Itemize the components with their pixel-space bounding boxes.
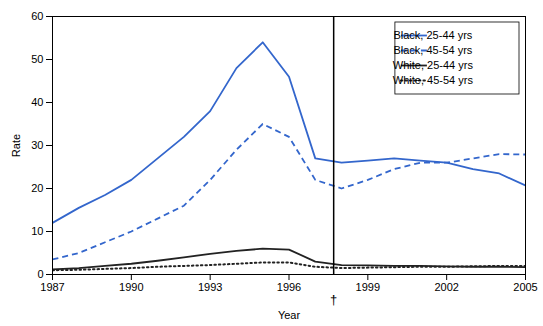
svg-text:10: 10 bbox=[31, 225, 43, 237]
svg-text:2002: 2002 bbox=[434, 281, 458, 293]
svg-text:1990: 1990 bbox=[119, 281, 143, 293]
svg-text:20: 20 bbox=[31, 182, 43, 194]
svg-text:1996: 1996 bbox=[277, 281, 301, 293]
svg-text:Black, 25-44 yrs: Black, 25-44 yrs bbox=[393, 29, 472, 41]
svg-text:50: 50 bbox=[31, 53, 43, 65]
svg-text:Rate: Rate bbox=[10, 134, 22, 157]
svg-text:White, 25-44 yrs: White, 25-44 yrs bbox=[393, 59, 474, 71]
svg-text:1993: 1993 bbox=[198, 281, 222, 293]
svg-text:1987: 1987 bbox=[40, 281, 64, 293]
svg-text:White, 45-54 yrs: White, 45-54 yrs bbox=[393, 74, 474, 86]
svg-text:40: 40 bbox=[31, 96, 43, 108]
svg-text:60: 60 bbox=[31, 10, 43, 22]
svg-text:Year: Year bbox=[278, 309, 301, 321]
svg-text:1999: 1999 bbox=[356, 281, 380, 293]
svg-text:0: 0 bbox=[37, 268, 43, 280]
svg-text:2005: 2005 bbox=[513, 281, 537, 293]
svg-text:†: † bbox=[330, 292, 337, 307]
svg-text:30: 30 bbox=[31, 139, 43, 151]
svg-text:Black, 45-54 yrs: Black, 45-54 yrs bbox=[393, 44, 472, 56]
